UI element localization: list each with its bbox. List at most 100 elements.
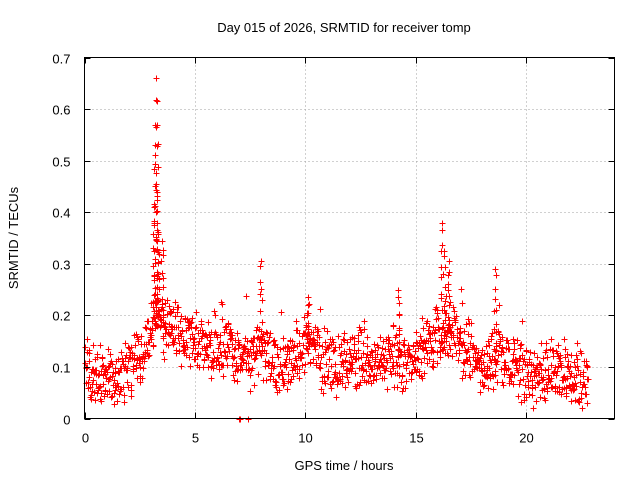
data-point: [193, 309, 200, 316]
data-point: [493, 272, 500, 279]
data-point: [432, 337, 439, 344]
data-point: [514, 337, 521, 344]
data-point: [344, 339, 351, 346]
data-point: [372, 347, 379, 354]
data-point: [219, 316, 226, 323]
data-point: [360, 367, 367, 374]
data-point: [305, 340, 312, 347]
data-point: [435, 315, 442, 322]
data-point: [97, 342, 104, 349]
data-point: [428, 344, 435, 351]
data-point: [331, 347, 338, 354]
data-point: [377, 370, 384, 377]
data-point: [389, 353, 396, 360]
data-point: [373, 372, 380, 379]
data-point: [411, 354, 418, 361]
data-point: [192, 325, 199, 332]
data-point: [253, 327, 260, 334]
data-point: [351, 335, 358, 342]
data-point: [192, 345, 199, 352]
data-point: [518, 341, 525, 348]
data-point: [247, 346, 254, 353]
data-point: [520, 376, 527, 383]
y-tick-label: 0.1: [52, 361, 70, 376]
data-point: [426, 356, 433, 363]
data-point: [318, 386, 325, 393]
data-point: [175, 304, 182, 311]
data-point: [137, 379, 144, 386]
data-point: [278, 309, 285, 316]
data-point: [468, 320, 475, 327]
data-point: [437, 354, 444, 361]
data-point: [135, 336, 142, 343]
data-point: [370, 373, 377, 380]
data-point: [154, 197, 161, 204]
data-point: [263, 377, 270, 384]
data-point: [179, 328, 186, 335]
data-point: [467, 374, 474, 381]
data-point: [210, 349, 217, 356]
data-point: [263, 329, 270, 336]
data-point: [258, 328, 265, 335]
data-point: [220, 373, 227, 380]
data-point: [312, 346, 319, 353]
data-point: [419, 315, 426, 322]
data-point: [109, 373, 116, 380]
data-point: [421, 355, 428, 362]
data-point: [322, 380, 329, 387]
data-point: [293, 318, 300, 325]
data-point: [263, 350, 270, 357]
data-point: [296, 340, 303, 347]
data-point: [426, 331, 433, 338]
data-point: [348, 368, 355, 375]
data-point: [355, 338, 362, 345]
data-point: [235, 345, 242, 352]
data-point: [557, 352, 564, 359]
data-point: [562, 346, 569, 353]
data-point: [111, 401, 118, 408]
data-point: [102, 387, 109, 394]
data-point: [434, 360, 441, 367]
data-point: [399, 388, 406, 395]
data-point: [150, 299, 157, 306]
data-point: [160, 349, 167, 356]
data-point: [481, 351, 488, 358]
data-point: [150, 263, 157, 270]
data-point: [231, 346, 238, 353]
data-point: [413, 329, 420, 336]
data-point: [228, 335, 235, 342]
data-point: [492, 266, 499, 273]
data-point: [483, 373, 490, 380]
data-point: [550, 347, 557, 354]
data-point: [177, 318, 184, 325]
data-point: [291, 342, 298, 349]
data-point: [228, 329, 235, 336]
data-point: [511, 372, 518, 379]
data-point: [515, 369, 522, 376]
data-point: [584, 400, 591, 407]
data-point: [160, 284, 167, 291]
data-point: [485, 385, 492, 392]
data-point: [575, 367, 582, 374]
data-point: [555, 342, 562, 349]
data-point: [125, 358, 132, 365]
data-point: [316, 342, 323, 349]
data-point: [441, 248, 448, 255]
data-point: [283, 364, 290, 371]
data-point: [234, 378, 241, 385]
data-point: [90, 342, 97, 349]
data-point: [445, 287, 452, 294]
x-axis-label: GPS time / hours: [295, 458, 394, 473]
data-point: [267, 330, 274, 337]
data-point: [345, 379, 352, 386]
data-point: [480, 383, 487, 390]
data-point: [271, 363, 278, 370]
data-point: [153, 310, 160, 317]
data-point: [445, 322, 452, 329]
data-point: [446, 293, 453, 300]
data-point: [178, 333, 185, 340]
data-point: [139, 375, 146, 382]
data-point: [296, 375, 303, 382]
